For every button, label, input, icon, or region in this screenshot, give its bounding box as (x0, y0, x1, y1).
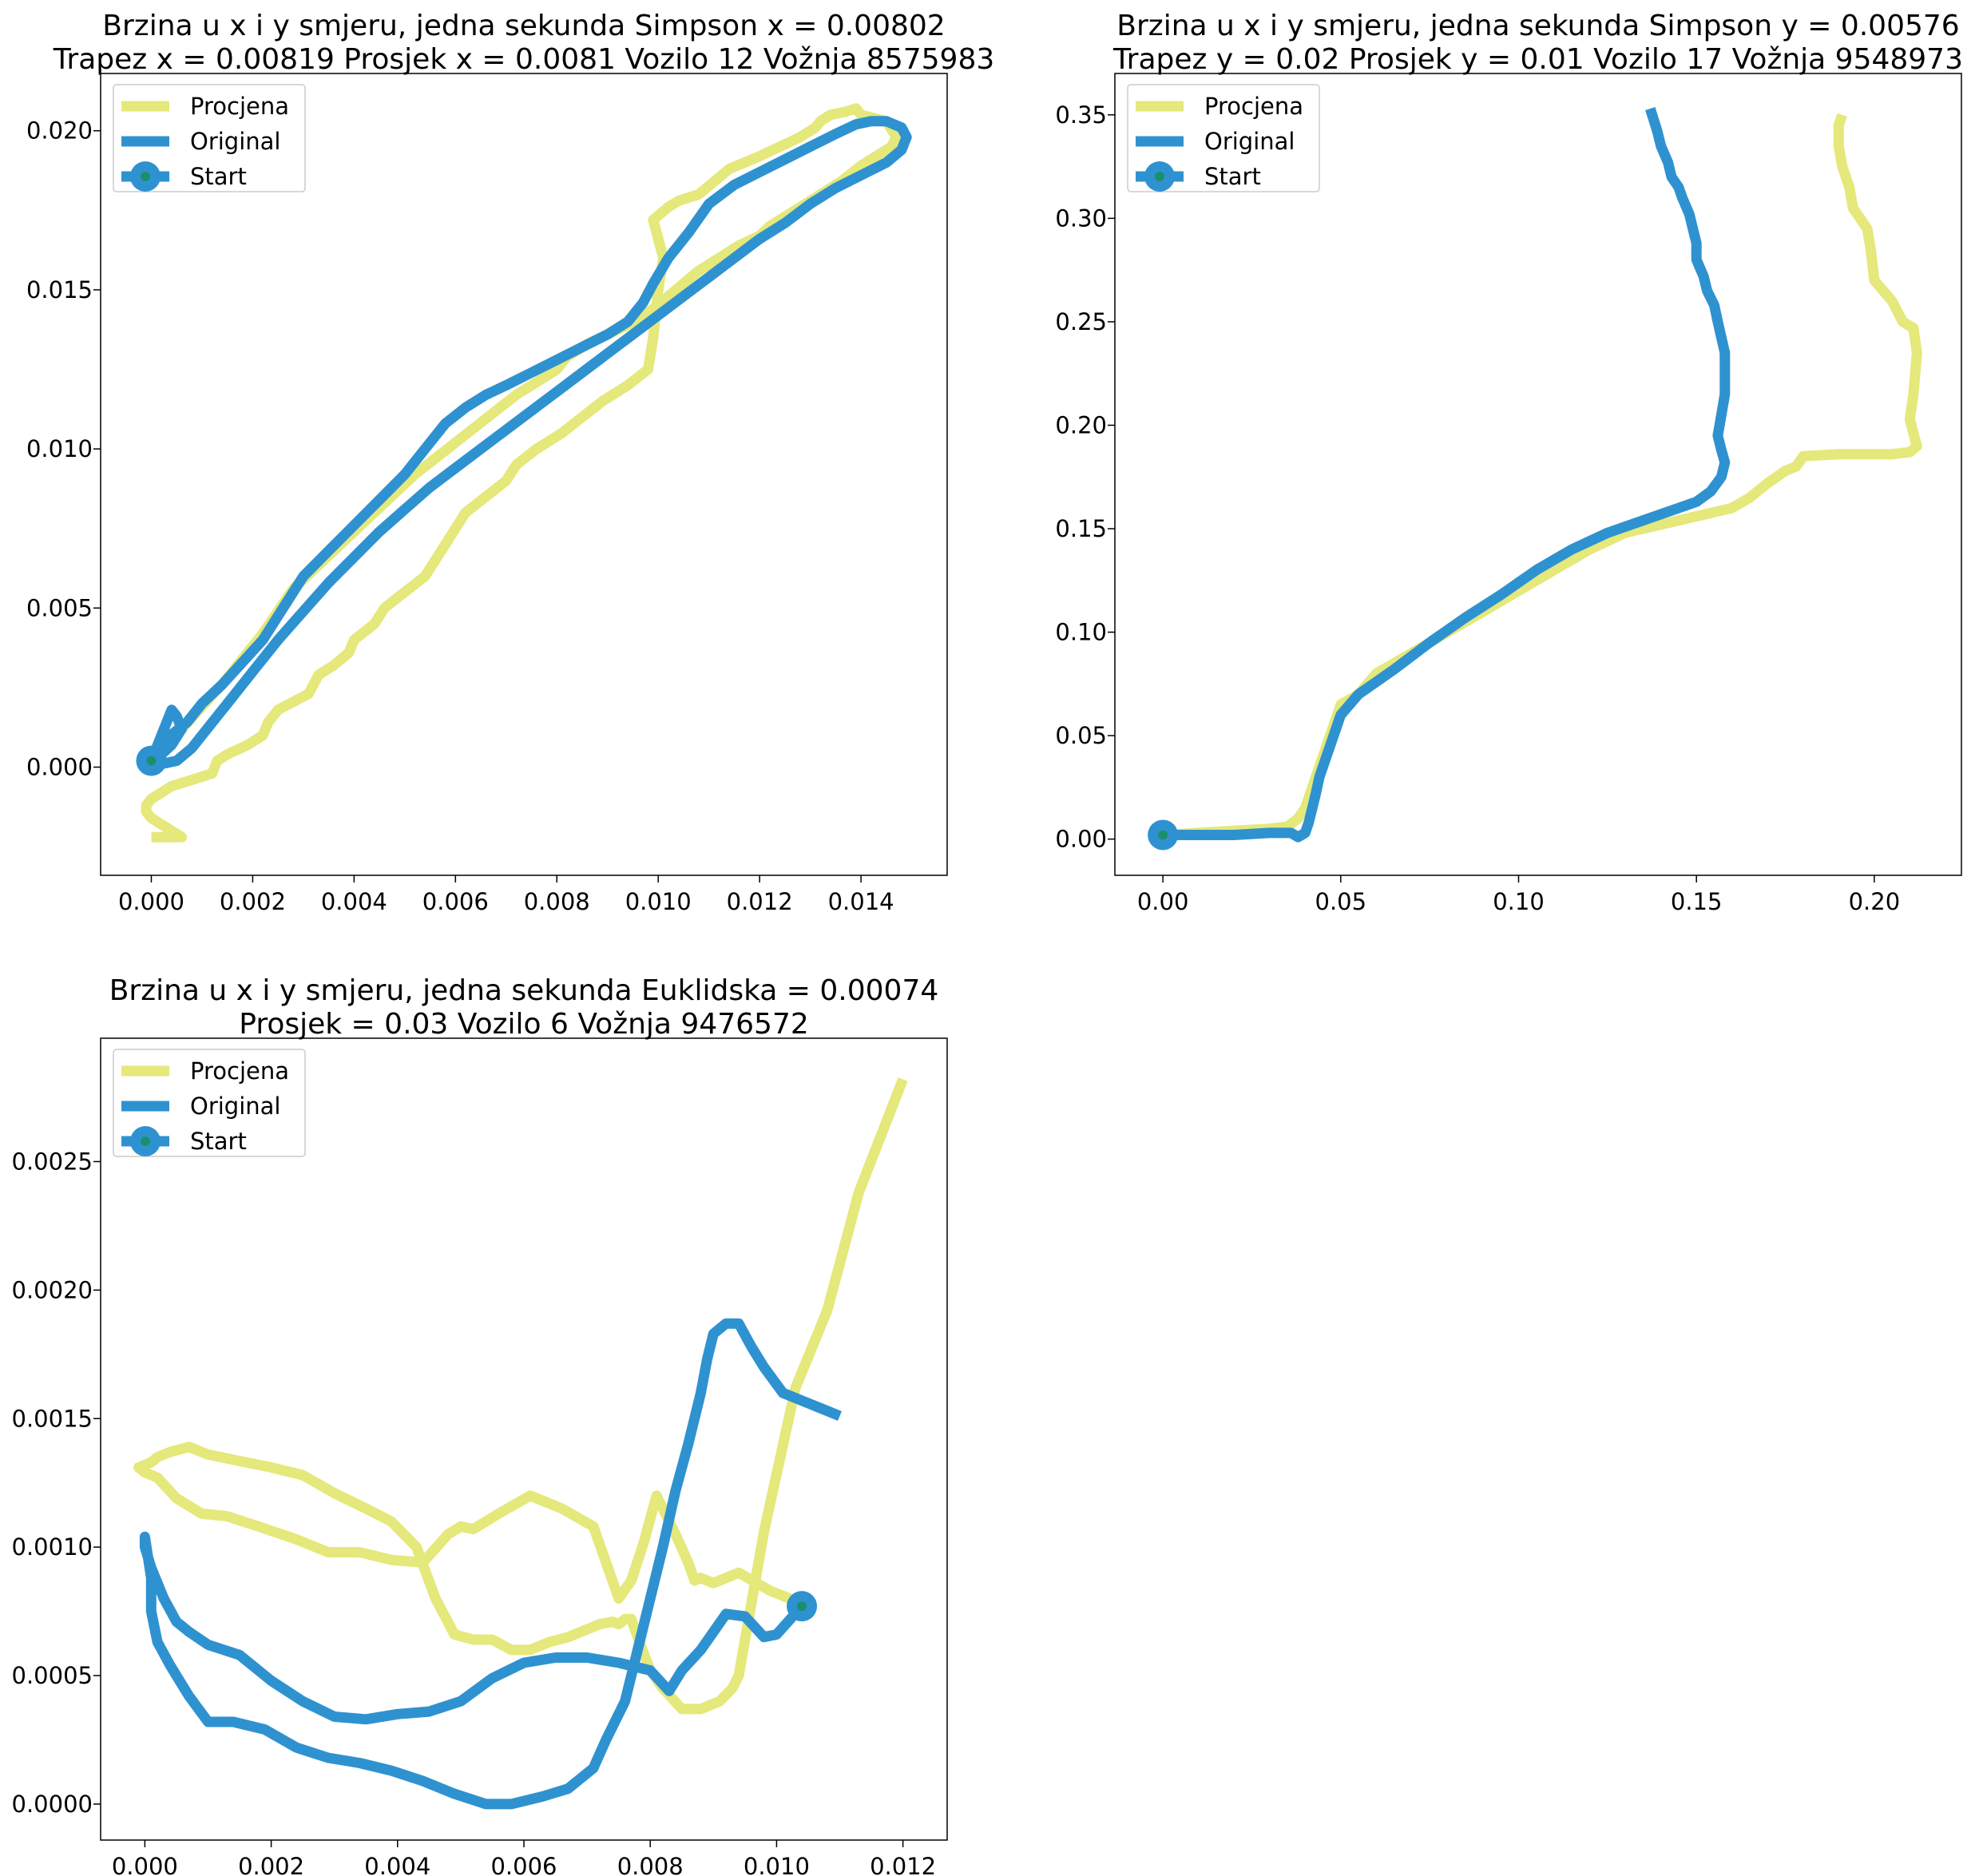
series-line-original (1163, 107, 1731, 843)
x-tick-label: 0.05 (1315, 888, 1367, 915)
legend: Procjena Original Start (113, 84, 306, 192)
y-tick-label: 0.015 (26, 276, 93, 303)
legend-entry-start: Start (1136, 161, 1261, 192)
x-tick-label: 0.002 (238, 1853, 304, 1876)
legend-label: Procjena (1204, 93, 1303, 120)
x-tick-label: 0.012 (727, 888, 793, 915)
plot-area (133, 1077, 908, 1810)
chart-title-line: Brzina u x i y smjeru, jedna sekunda Euk… (109, 974, 939, 1007)
chart-title: Brzina u x i y smjeru, jedna sekunda Euk… (109, 974, 939, 1041)
series-line-procjena (1162, 113, 1922, 840)
y-tick-label: 0.10 (1055, 619, 1107, 646)
start-marker-dot (146, 756, 157, 766)
legend-entry-procjena: Procjena (121, 1057, 289, 1085)
legend: Procjena Original Start (113, 1049, 306, 1157)
legend-label: Original (190, 128, 280, 155)
legend-label: Original (1204, 128, 1295, 155)
legend-entry-start: Start (121, 161, 247, 192)
legend-entry-start: Start (121, 1126, 247, 1156)
legend-label: Procjena (190, 93, 289, 120)
x-tick-label: 0.000 (118, 888, 184, 915)
x-tick-label: 0.00 (1137, 888, 1189, 915)
legend-entry-procjena: Procjena (121, 93, 289, 120)
legend-entry-original: Original (121, 1093, 280, 1120)
y-tick-label: 0.25 (1055, 308, 1107, 335)
legend-label: Procjena (190, 1057, 289, 1085)
x-tick-label: 0.006 (422, 888, 489, 915)
axes-frame (100, 73, 948, 876)
x-tick-label: 0.014 (828, 888, 894, 915)
legend-label: Start (190, 163, 247, 190)
x-tick-label: 0.002 (220, 888, 286, 915)
y-tick-label: 0.0000 (12, 1791, 93, 1818)
y-tick-label: 0.010 (26, 435, 93, 462)
legend-entry-procjena: Procjena (1136, 93, 1303, 120)
y-tick-label: 0.020 (26, 117, 93, 145)
legend-label: Original (190, 1093, 280, 1120)
y-tick-label: 0.0020 (12, 1276, 93, 1303)
x-tick-label: 0.20 (1849, 888, 1901, 915)
chart-3: Brzina u x i y smjeru, jedna sekunda Euk… (12, 974, 948, 1876)
chart-title-line: Trapez x = 0.00819 Prosjek x = 0.0081 Vo… (53, 43, 995, 76)
legend-start-dot (141, 172, 150, 181)
x-tick-label: 0.008 (617, 1853, 684, 1876)
y-tick-label: 0.35 (1055, 101, 1107, 129)
legend-entry-original: Original (121, 128, 280, 155)
chart-title-line: Brzina u x i y smjeru, jedna sekunda Sim… (1116, 10, 1959, 42)
legend-label: Start (190, 1128, 247, 1155)
y-tick-label: 0.20 (1055, 411, 1107, 438)
y-tick-label: 0.0005 (12, 1662, 93, 1689)
y-tick-label: 0.15 (1055, 515, 1107, 542)
chart-1: Brzina u x i y smjeru, jedna sekunda Sim… (26, 10, 994, 915)
x-tick-label: 0.010 (625, 888, 692, 915)
x-tick-label: 0.012 (870, 1853, 936, 1876)
x-tick-label: 0.004 (364, 1853, 430, 1876)
series-line-original (139, 1318, 842, 1810)
plot-area (1148, 107, 1922, 851)
chart-title-line: Trapez y = 0.02 Prosjek y = 0.01 Vozilo … (1112, 43, 1963, 76)
y-tick-label: 0.05 (1055, 722, 1107, 749)
y-tick-label: 0.0010 (12, 1533, 93, 1561)
x-tick-label: 0.006 (490, 1853, 557, 1876)
series-line-original (149, 116, 912, 770)
legend-entry-original: Original (1136, 128, 1295, 155)
chart-title: Brzina u x i y smjeru, jedna sekunda Sim… (1112, 10, 1963, 76)
y-tick-label: 0.0015 (12, 1405, 93, 1432)
plot-area (136, 103, 912, 843)
x-tick-label: 0.010 (744, 1853, 810, 1876)
y-tick-label: 0.0025 (12, 1148, 93, 1175)
y-tick-label: 0.000 (26, 754, 93, 781)
axes-frame (1114, 73, 1962, 876)
legend: Procjena Original Start (1127, 84, 1320, 192)
chart-title-line: Brzina u x i y smjeru, jedna sekunda Sim… (102, 10, 945, 42)
y-tick-label: 0.005 (26, 594, 93, 621)
x-tick-label: 0.000 (112, 1853, 178, 1876)
chart-title-line: Prosjek = 0.03 Vozilo 6 Vožnja 9476572 (239, 1008, 809, 1041)
x-tick-label: 0.10 (1493, 888, 1545, 915)
x-tick-label: 0.004 (321, 888, 387, 915)
legend-start-dot (141, 1136, 150, 1146)
series-line-procjena (133, 1077, 908, 1715)
x-tick-label: 0.008 (524, 888, 590, 915)
chart-title: Brzina u x i y smjeru, jedna sekunda Sim… (53, 10, 995, 76)
start-marker-dot (1158, 830, 1168, 840)
x-tick-label: 0.15 (1671, 888, 1723, 915)
y-tick-label: 0.00 (1055, 826, 1107, 853)
series-line-procjena (141, 103, 902, 843)
legend-label: Start (1204, 163, 1261, 190)
y-tick-label: 0.30 (1055, 204, 1107, 232)
chart-2: Brzina u x i y smjeru, jedna sekunda Sim… (1055, 10, 1963, 915)
legend-start-dot (1155, 172, 1164, 181)
start-marker-dot (797, 1601, 807, 1612)
